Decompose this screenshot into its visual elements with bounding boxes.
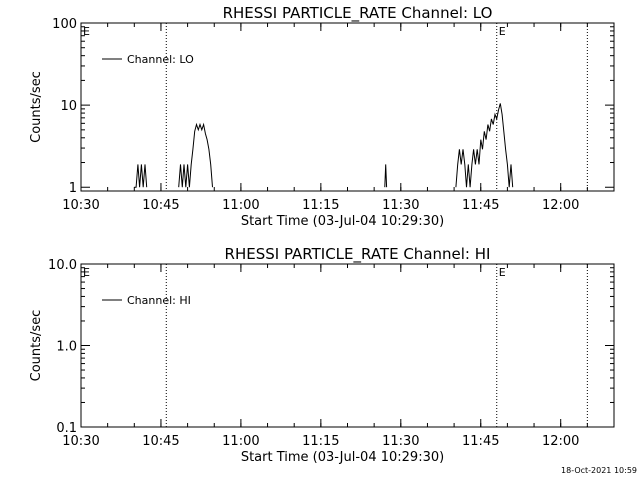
panel1-y-tick-label: 100 bbox=[52, 17, 77, 32]
panel2-x-tick-label: 11:30 bbox=[382, 434, 419, 449]
panel1-x-tick-label: 10:30 bbox=[62, 198, 99, 213]
panel2-x-tick-label: 10:30 bbox=[62, 434, 99, 449]
panel1-x-tick-label: 12:00 bbox=[542, 198, 579, 213]
panel2-y-axis-label: Counts/sec bbox=[29, 310, 44, 382]
panel2-y-tick-label: 0.1 bbox=[56, 421, 77, 436]
panel2-y-tick-label: 10.0 bbox=[48, 258, 77, 273]
panel1-y-axis-label: Counts/sec bbox=[29, 71, 44, 143]
panel1-x-axis-label: Start Time (03-Jul-04 10:29:30) bbox=[241, 214, 444, 229]
panel1-marker-label-left: E bbox=[83, 25, 90, 38]
panel1-title: RHESSI PARTICLE_RATE Channel: LO bbox=[223, 4, 493, 23]
panel2-x-tick-label: 10:45 bbox=[142, 434, 179, 449]
panel1-x-tick-label: 11:30 bbox=[382, 198, 419, 213]
panel2-plot-frame bbox=[80, 263, 615, 428]
panel1-x-tick-label: 11:45 bbox=[462, 198, 499, 213]
panel2-x-tick-label: 11:45 bbox=[462, 434, 499, 449]
panel2-marker-label-left: E bbox=[83, 266, 90, 279]
panel1-series-line bbox=[134, 103, 514, 188]
panel1-x-tick-label: 11:00 bbox=[222, 198, 259, 213]
panel2-marker-label: E bbox=[499, 266, 506, 279]
panel1-y-tick-label: 10 bbox=[60, 99, 77, 114]
panel1-plot-frame bbox=[80, 22, 615, 192]
panel1-y-tick-label: 1 bbox=[69, 181, 77, 196]
panel2-x-tick-label: 11:00 bbox=[222, 434, 259, 449]
panel2-title: RHESSI PARTICLE_RATE Channel: HI bbox=[225, 245, 491, 264]
panel2-legend-label: Channel: HI bbox=[127, 294, 191, 307]
timestamp: 18-Oct-2021 10:59 bbox=[561, 466, 637, 475]
panel2-x-axis-label: Start Time (03-Jul-04 10:29:30) bbox=[241, 450, 444, 465]
panel2-x-tick-label: 11:15 bbox=[302, 434, 339, 449]
panel1-x-tick-label: 11:15 bbox=[302, 198, 339, 213]
panel2-y-tick-label: 1.0 bbox=[56, 340, 77, 355]
panel1-marker-label: E bbox=[499, 25, 506, 38]
panel1-legend-label: Channel: LO bbox=[127, 53, 194, 66]
panel2-x-tick-label: 12:00 bbox=[542, 434, 579, 449]
panel1-x-tick-label: 10:45 bbox=[142, 198, 179, 213]
